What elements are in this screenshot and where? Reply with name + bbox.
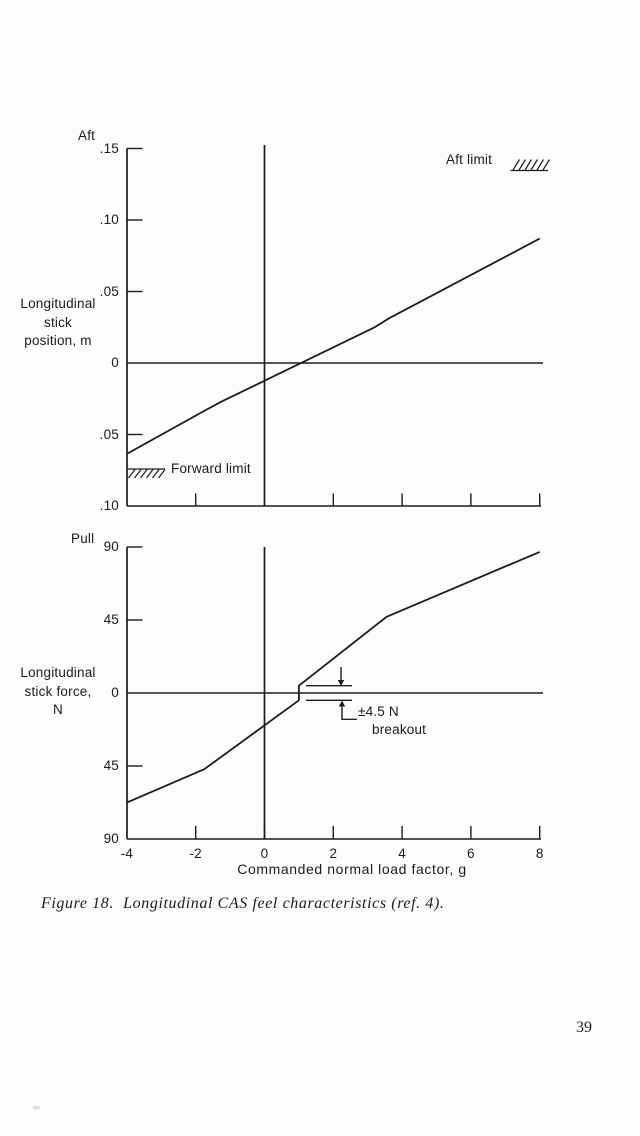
aft-limit-hatch-stroke [542,159,551,171]
bottom-y-tick-label: 45 [103,758,119,773]
top-y-tick-label: .05 [99,426,119,442]
bottom-chart-direction-label: Pull [71,531,95,546]
forward-limit-hatch-stroke [158,469,166,479]
scan-smudge [33,1106,40,1109]
top-chart-y-axis-label: Longitudinal stick position, m [6,295,110,351]
aft-limit-hatch-stroke [530,159,539,171]
y-axis-label-line: N [53,702,63,717]
bottom-y-tick-label: 90 [103,831,119,846]
x-tick-label: 4 [398,846,406,861]
figure-caption: Figure 18. Longitudinal CAS feel charact… [41,895,445,912]
forward-limit-hatch-stroke [134,469,142,479]
breakout-lower-arrow-head [338,700,346,707]
x-tick-label: 6 [467,846,475,861]
forward-limit-hatch-stroke [140,469,148,479]
aft-limit-hatch-stroke [536,159,545,171]
bottom-y-tick-label: 0 [111,685,119,700]
x-tick-label: 0 [260,846,269,861]
y-axis-label-line: Longitudinal [20,296,96,311]
forward-limit-hatch-stroke [146,469,154,479]
top-y-tick-label: .10 [99,212,119,227]
aft-limit-hatch-stroke [524,159,533,171]
x-tick-label: 8 [535,846,544,861]
stick-force-curve [126,551,541,804]
y-axis-label-line: position, m [24,333,92,348]
x-tick-label: 2 [329,846,338,861]
top-y-tick-label: .05 [99,283,119,299]
x-axis-title: Commanded normal load factor, g [237,861,467,877]
top-y-tick-label: 0 [111,355,119,370]
y-axis-label-line: Longitudinal [20,665,96,680]
aft-limit-label: Aft limit [446,152,493,167]
breakout-annotation-value: ±4.5 N [358,704,399,719]
y-axis-label-line: stick force, [24,683,92,699]
page-number: 39 [576,1019,592,1036]
aft-limit-hatch-stroke [512,159,521,171]
x-tick-label: -2 [189,846,202,861]
aft-limit-hatch-stroke [518,159,527,171]
bottom-y-tick-label: 45 [103,612,119,627]
bottom-y-tick-label: 90 [103,539,119,554]
stick-position-curve [126,237,541,455]
breakout-upper-arrow-head [337,680,345,686]
bottom-chart-y-axis-label: Longitudinal stick force, N [6,664,110,720]
top-y-tick-label: .10 [99,498,119,513]
forward-limit-label: Forward limit [171,461,251,476]
top-chart-direction-label: Aft [78,128,96,143]
y-axis-label-line: stick [44,314,72,330]
breakout-annotation-word: breakout [372,722,427,737]
forward-limit-hatch-stroke [152,469,160,479]
forward-limit-hatch-stroke [128,469,136,479]
top-y-tick-label: .15 [99,140,119,156]
x-tick-label: -4 [120,846,134,861]
